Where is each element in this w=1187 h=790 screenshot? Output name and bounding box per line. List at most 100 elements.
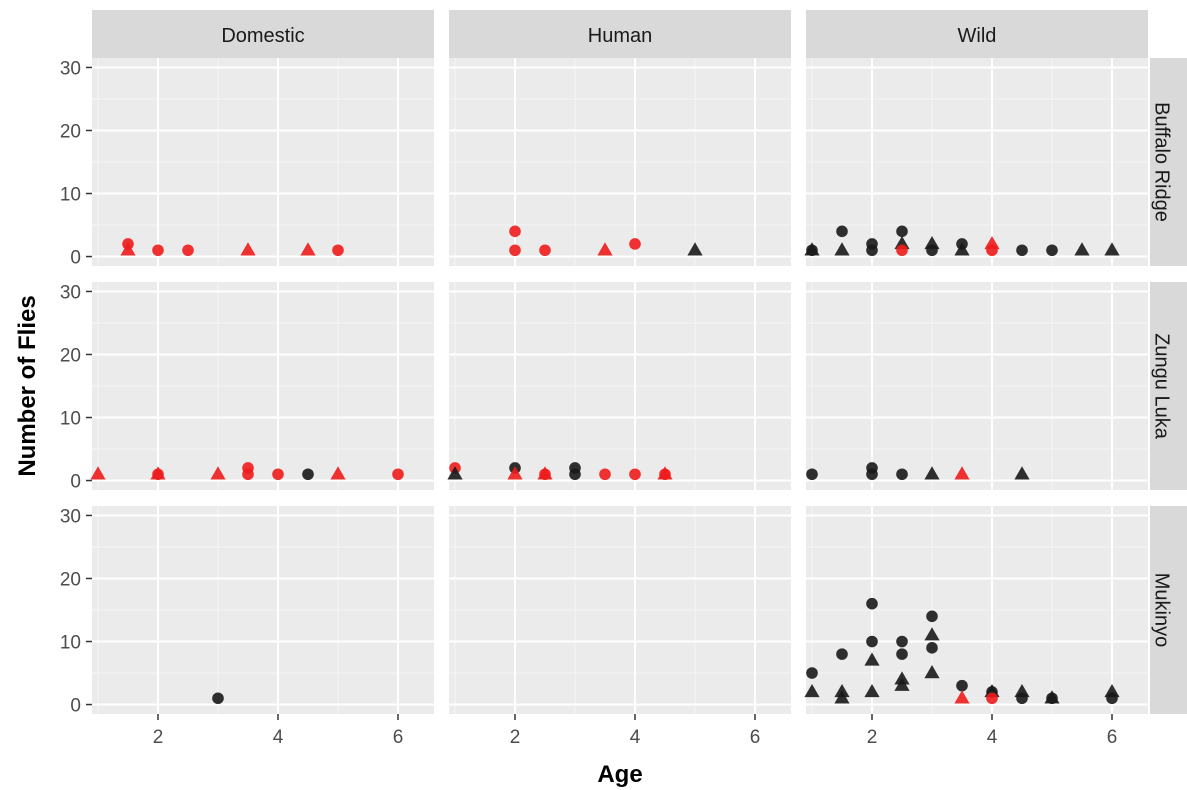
data-point-triangle bbox=[864, 683, 880, 698]
x-tick-label: 4 bbox=[273, 727, 284, 748]
data-point-circle bbox=[986, 692, 998, 705]
y-tick-label: 0 bbox=[70, 472, 81, 493]
data-point-triangle bbox=[330, 466, 346, 480]
data-point-circle bbox=[956, 679, 968, 692]
data-point-circle bbox=[1106, 692, 1118, 705]
data-point-circle bbox=[182, 244, 194, 257]
x-tick-label: 4 bbox=[630, 727, 641, 748]
panel-zungu-luka-wild bbox=[806, 282, 1148, 490]
data-point-triangle bbox=[447, 466, 463, 480]
column-strip-domestic: Domestic bbox=[92, 10, 434, 58]
data-point-triangle bbox=[924, 627, 940, 641]
data-point-triangle bbox=[834, 242, 850, 256]
y-tick-label: 30 bbox=[60, 282, 81, 303]
data-point-triangle bbox=[984, 235, 1000, 250]
data-point-circle bbox=[806, 244, 818, 257]
y-tick-label: 0 bbox=[70, 696, 81, 717]
y-tick-label: 10 bbox=[60, 633, 81, 654]
data-point-circle bbox=[569, 468, 581, 481]
data-point-circle bbox=[1046, 692, 1058, 705]
data-point-triangle bbox=[924, 665, 940, 679]
data-point-triangle bbox=[864, 652, 880, 666]
data-point-triangle bbox=[924, 466, 940, 480]
data-point-triangle bbox=[924, 235, 940, 250]
data-point-circle bbox=[272, 468, 284, 481]
data-point-circle bbox=[836, 225, 848, 238]
x-tick-label: 6 bbox=[393, 727, 404, 748]
data-point-circle bbox=[896, 225, 908, 238]
x-tick-label: 6 bbox=[1107, 727, 1118, 748]
data-point-circle bbox=[926, 610, 938, 623]
column-strip-human: Human bbox=[449, 10, 791, 58]
y-tick-label: 20 bbox=[60, 345, 81, 366]
data-point-triangle bbox=[894, 235, 910, 250]
data-point-circle bbox=[1046, 244, 1058, 257]
data-point-triangle bbox=[834, 690, 850, 704]
data-point-circle bbox=[629, 238, 641, 250]
column-strip-label: Domestic bbox=[221, 25, 304, 47]
data-point-triangle bbox=[804, 683, 820, 698]
data-point-triangle bbox=[240, 242, 256, 256]
data-point-triangle bbox=[1014, 466, 1030, 480]
x-tick-label: 4 bbox=[987, 727, 998, 748]
row-strip-label: Zungu Luka bbox=[1151, 333, 1173, 440]
data-point-circle bbox=[896, 635, 908, 648]
panel-mukinyo-human bbox=[449, 506, 791, 714]
panel-buffalo-ridge-domestic bbox=[92, 58, 434, 266]
y-tick-label: 20 bbox=[60, 569, 81, 590]
data-point-triangle bbox=[894, 677, 910, 691]
row-strip-mukinyo: Mukinyo bbox=[1150, 506, 1187, 714]
data-point-circle bbox=[629, 468, 641, 481]
data-point-triangle bbox=[954, 242, 970, 256]
y-tick-label: 10 bbox=[60, 185, 81, 206]
data-point-circle bbox=[509, 244, 521, 257]
data-point-triangle bbox=[1104, 683, 1120, 698]
data-point-triangle bbox=[1014, 683, 1030, 698]
column-strip-label: Human bbox=[588, 25, 652, 47]
data-point-circle bbox=[392, 468, 404, 481]
data-point-circle bbox=[806, 468, 818, 481]
y-tick-label: 30 bbox=[60, 58, 81, 79]
data-point-circle bbox=[866, 597, 878, 610]
data-point-triangle bbox=[687, 242, 703, 256]
x-axis-title: Age bbox=[597, 761, 642, 788]
y-tick-label: 20 bbox=[60, 121, 81, 142]
data-point-triangle bbox=[507, 466, 523, 480]
data-point-triangle bbox=[1104, 242, 1120, 256]
data-point-circle bbox=[659, 468, 671, 481]
y-tick-label: 30 bbox=[60, 506, 81, 527]
data-point-circle bbox=[599, 468, 611, 481]
panel-zungu-luka-human bbox=[447, 282, 791, 490]
axes: 0 10 20 30 0 10 20 30 0 10 20 30 2 4 6 2 4 6 2 4 6 bbox=[60, 58, 1117, 748]
data-point-circle bbox=[152, 468, 164, 481]
data-point-circle bbox=[212, 692, 224, 705]
panel-mukinyo-domestic bbox=[92, 506, 434, 714]
column-strip-wild: Wild bbox=[806, 10, 1148, 58]
data-point-circle bbox=[866, 635, 878, 648]
y-tick-label: 10 bbox=[60, 409, 81, 430]
panel-buffalo-ridge-human bbox=[449, 58, 791, 266]
data-point-circle bbox=[926, 244, 938, 257]
data-point-circle bbox=[896, 244, 908, 257]
data-point-circle bbox=[302, 468, 314, 481]
data-point-triangle bbox=[120, 242, 136, 256]
x-tick-label: 2 bbox=[867, 727, 878, 748]
data-point-triangle bbox=[954, 466, 970, 480]
data-point-circle bbox=[539, 468, 551, 481]
data-point-circle bbox=[332, 244, 344, 257]
data-point-circle bbox=[896, 648, 908, 660]
row-strip-zungu-luka: Zungu Luka bbox=[1150, 282, 1187, 490]
panel-mukinyo-wild bbox=[804, 506, 1148, 714]
row-strip-buffalo-ridge: Buffalo Ridge bbox=[1150, 58, 1187, 266]
data-point-circle bbox=[866, 244, 878, 257]
panel-grid bbox=[90, 58, 1148, 714]
data-point-circle bbox=[1016, 244, 1028, 257]
x-tick-label: 2 bbox=[510, 727, 521, 748]
data-point-circle bbox=[539, 244, 551, 257]
x-tick-label: 2 bbox=[153, 727, 164, 748]
data-point-circle bbox=[1016, 692, 1028, 705]
row-strip-label: Mukinyo bbox=[1151, 573, 1173, 647]
data-point-triangle bbox=[210, 466, 226, 480]
data-point-triangle bbox=[90, 466, 106, 480]
